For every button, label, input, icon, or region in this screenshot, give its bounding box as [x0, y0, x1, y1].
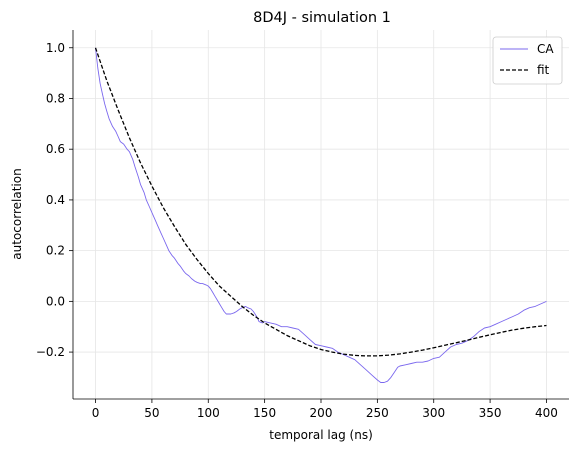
x-axis-label: temporal lag (ns) [269, 428, 373, 442]
x-tick-label: 150 [253, 406, 276, 420]
legend-label-fit: fit [537, 63, 550, 77]
y-axis-ticks: −0.2 0.0 0.2 0.4 0.6 0.8 1.0 [36, 41, 73, 359]
x-tick-label: 400 [535, 406, 558, 420]
x-tick-label: 100 [197, 406, 220, 420]
x-tick-label: 50 [144, 406, 159, 420]
y-tick-label: 0.2 [46, 244, 65, 258]
series-line-ca [95, 47, 547, 383]
chart-title: 8D4J - simulation 1 [253, 10, 391, 26]
y-tick-label: 0.8 [46, 91, 65, 105]
y-tick-label: −0.2 [36, 345, 65, 359]
y-tick-label: 1.0 [46, 41, 65, 55]
x-tick-label: 250 [366, 406, 389, 420]
y-axis-label: autocorrelation [10, 168, 24, 259]
x-tick-label: 350 [479, 406, 502, 420]
y-tick-label: 0.4 [46, 193, 65, 207]
x-tick-label: 0 [92, 406, 100, 420]
x-tick-label: 200 [310, 406, 333, 420]
legend: CA fit [492, 36, 563, 85]
legend-label-ca: CA [537, 42, 554, 56]
y-tick-label: 0.6 [46, 142, 65, 156]
x-axis-ticks: 0 50 100 150 200 250 300 350 400 [92, 399, 558, 420]
plot-area [94, 47, 547, 383]
series-line-fit [94, 47, 547, 357]
y-tick-label: 0.0 [46, 294, 65, 308]
grid [73, 30, 569, 399]
x-tick-label: 300 [422, 406, 445, 420]
